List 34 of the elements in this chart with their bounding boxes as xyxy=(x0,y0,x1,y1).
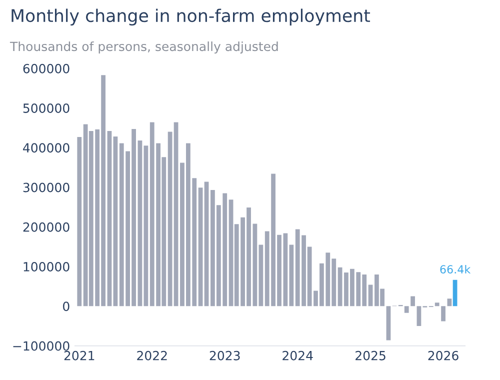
bar xyxy=(113,136,118,306)
x-tick-label: 2021 xyxy=(64,350,94,360)
bar xyxy=(77,136,82,306)
data-label: 66.4k xyxy=(440,264,471,274)
y-tick-label: 100000 xyxy=(24,262,70,272)
bar xyxy=(447,298,452,306)
bar xyxy=(198,188,203,306)
bar xyxy=(144,146,148,306)
bar xyxy=(410,296,415,306)
y-tick-label: 300000 xyxy=(23,182,70,192)
bar xyxy=(204,182,209,306)
x-tick-label: 2022 xyxy=(137,350,167,360)
bar xyxy=(107,131,112,306)
y-tick-label: 500000 xyxy=(23,104,70,113)
y-tick-label: 600000 xyxy=(23,64,70,74)
bar xyxy=(338,267,342,306)
chart-title: Monthly change in non-farm employment xyxy=(12,8,370,26)
y-tick-label: 0 xyxy=(63,302,70,312)
x-tick-label: 2024 xyxy=(282,350,313,360)
bar xyxy=(452,280,458,306)
bar xyxy=(404,306,409,313)
chart-subtitle: Thousands of persons, seasonally adjusted xyxy=(10,41,278,54)
bar xyxy=(368,284,373,306)
x-tick-label: 2026 xyxy=(428,350,458,360)
bar xyxy=(441,306,446,322)
x-tick-label: 2023 xyxy=(210,350,240,360)
y-tick-label: −100000 xyxy=(13,341,70,351)
bar xyxy=(434,302,440,306)
bar xyxy=(386,306,391,340)
bar xyxy=(138,140,142,306)
x-tick-label: 2025 xyxy=(356,350,386,360)
y-tick-label: 400000 xyxy=(23,143,70,153)
y-tick-label: 200000 xyxy=(23,222,70,232)
bar xyxy=(416,306,422,326)
